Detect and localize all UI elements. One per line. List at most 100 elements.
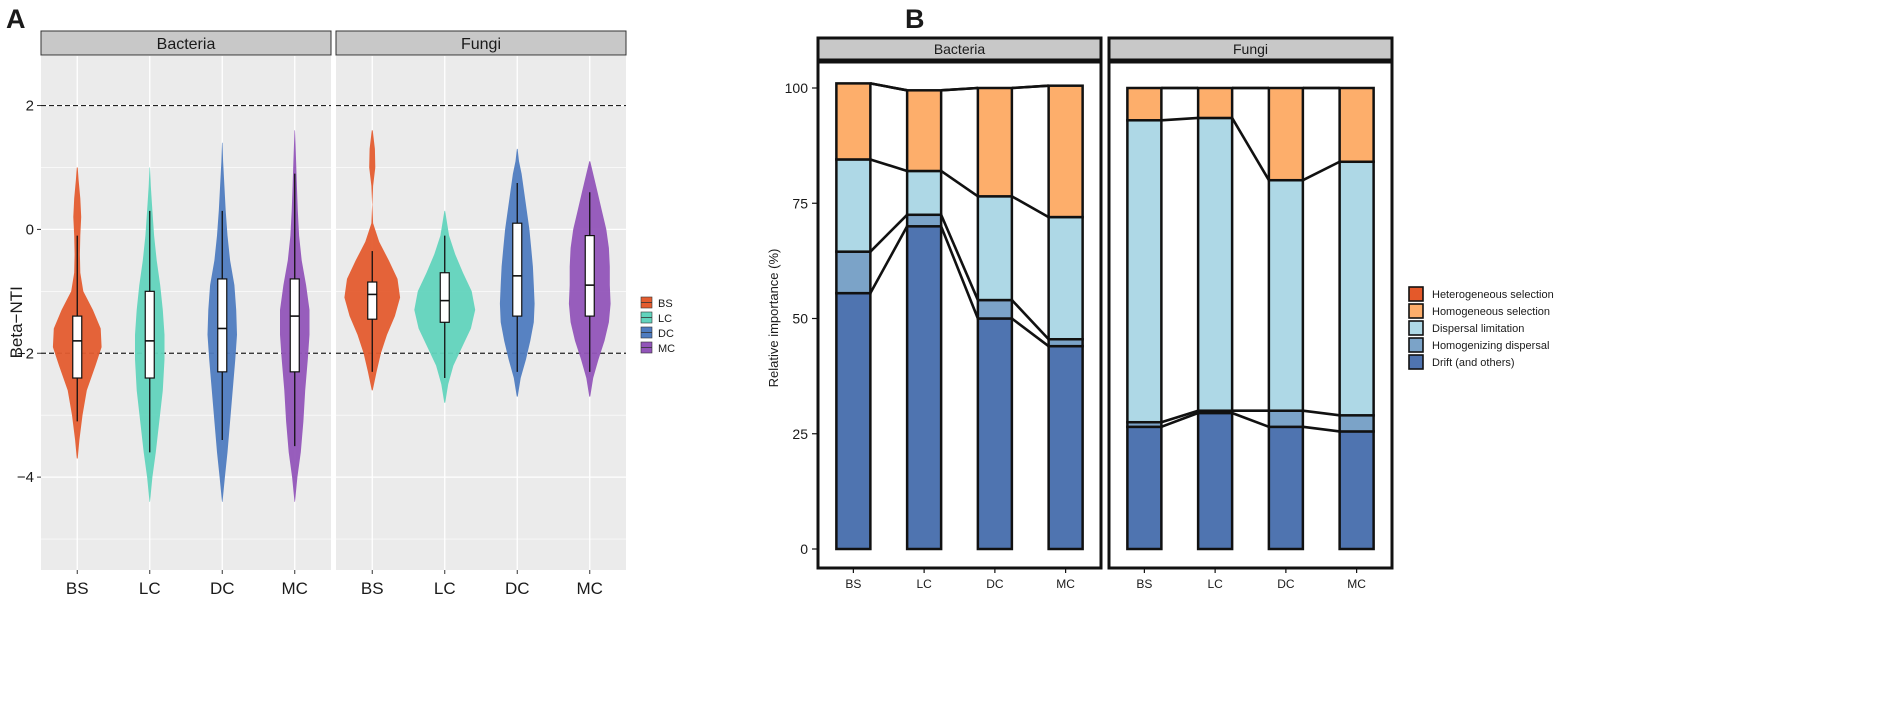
bar-segment-homogeneous-selection [1047, 84, 1084, 219]
bar-segment-drift-and-others [835, 291, 872, 551]
legend-swatch [1408, 320, 1424, 336]
legend-label: LC [658, 313, 672, 325]
facet-strip [816, 36, 1103, 62]
bar-segment-homogeneous-selection [1338, 86, 1375, 164]
x-tick-label: MC [1347, 577, 1366, 591]
flow-line [941, 86, 978, 92]
bar-segment-drift-and-others [1196, 411, 1234, 551]
y-axis-label: Beta−NTI [7, 286, 26, 358]
flow-line [1161, 116, 1199, 122]
bar-segment-dispersal-limitation [835, 158, 872, 253]
flow-line [1160, 409, 1199, 424]
legend-label: Heterogeneous selection [1432, 289, 1554, 301]
panel-label-b: B [905, 4, 925, 34]
x-tick-label: BS [845, 577, 861, 591]
facet-strip-label: Fungi [461, 36, 501, 53]
bar-segment-drift-and-others [1126, 425, 1163, 551]
bar-segment-drift-and-others [1047, 344, 1084, 551]
flow-line [869, 158, 908, 173]
x-tick-label: LC [916, 577, 932, 591]
panel-b-stacked-bar-chart: Bacteria BS LC DC MC Fungi BS LC DC MC 0 25 50 75 100 R… [766, 36, 1554, 591]
bar-segment-homogenizing-dispersal [1338, 414, 1375, 433]
x-tick-label: DC [505, 579, 530, 598]
facet-strip-label: Bacteria [157, 36, 216, 53]
facet-strip-label: Bacteria [934, 41, 986, 57]
y-tick-label: −4 [17, 469, 34, 486]
y-tick-label: 75 [792, 195, 808, 211]
panel-label-a: A [6, 4, 26, 34]
legend-label: Homogeneous selection [1432, 306, 1550, 318]
legend-swatch [1408, 303, 1424, 319]
x-tick-label: LC [434, 579, 456, 598]
legend-swatch [1408, 337, 1424, 353]
bar-segment-homogeneous-selection [1267, 86, 1305, 182]
flow-line [869, 225, 909, 294]
flow-line [1302, 160, 1341, 182]
legend-label: Dispersal limitation [1432, 323, 1524, 335]
bar-segment-dispersal-limitation [1126, 119, 1163, 424]
flow-line [1010, 299, 1050, 341]
x-tick-label: DC [210, 579, 235, 598]
legend-label: MC [658, 343, 675, 355]
x-tick-label: DC [1277, 577, 1295, 591]
bar-segment-homogenizing-dispersal [905, 213, 943, 228]
bar-segment-homogeneous-selection [835, 82, 872, 161]
flow-line [1011, 195, 1050, 219]
legend-label: DC [658, 328, 674, 340]
y-tick-label: 2 [26, 98, 34, 115]
bar-segment-homogeneous-selection [1196, 86, 1234, 120]
bar-segment-dispersal-limitation [976, 195, 1014, 302]
x-tick-label: BS [1136, 577, 1152, 591]
iqr-box [367, 281, 378, 320]
iqr-box [144, 290, 155, 379]
bar-segment-dispersal-limitation [905, 169, 943, 217]
x-tick-label: BS [66, 579, 89, 598]
x-tick-label: MC [282, 579, 308, 598]
bar-segment-drift-and-others [905, 225, 943, 551]
bar-segment-dispersal-limitation [1267, 178, 1305, 412]
y-axis-label: Relative importance (%) [766, 249, 781, 388]
legend-label: BS [658, 298, 673, 310]
y-tick-label: 0 [800, 541, 808, 557]
bar-segment-homogeneous-selection [1126, 86, 1163, 122]
facet-strip-label: Fungi [1233, 41, 1268, 57]
flow-line [1160, 411, 1199, 429]
flow-line [1011, 84, 1049, 90]
flow-line [870, 82, 908, 92]
legend-swatch [1408, 286, 1424, 302]
iqr-box [289, 278, 300, 373]
iqr-box [72, 315, 83, 379]
legend-label: Homogenizing dispersal [1432, 340, 1549, 352]
flow-line [940, 169, 979, 198]
y-tick-label: 25 [792, 426, 808, 442]
x-tick-label: LC [1207, 577, 1223, 591]
x-tick-label: MC [1056, 577, 1075, 591]
iqr-box [584, 234, 595, 317]
facet-strip [335, 30, 627, 56]
bar-segment-dispersal-limitation [1196, 116, 1234, 412]
bar-segment-drift-and-others [1267, 425, 1305, 551]
iqr-box [217, 278, 228, 373]
y-tick-label: 50 [792, 311, 808, 327]
flow-line [1231, 411, 1270, 429]
flow-line [1011, 317, 1050, 348]
flow-line [939, 214, 980, 301]
y-tick-label: 0 [26, 221, 34, 238]
flow-line [1231, 117, 1270, 181]
x-tick-label: MC [577, 579, 603, 598]
panel-a-violin-chart: Bacteria BS LC DC MC Fungi BS LC DC MC 2 0 −2 −4 Beta−… [7, 30, 675, 598]
x-tick-label: DC [986, 577, 1004, 591]
x-tick-label: LC [139, 579, 161, 598]
bar-segment-dispersal-limitation [1047, 215, 1084, 341]
legend-swatch [1408, 354, 1424, 370]
bar-segment-drift-and-others [976, 317, 1014, 551]
bar-segment-homogenizing-dispersal [976, 298, 1014, 320]
y-tick-label: 100 [785, 80, 809, 96]
flow-line [869, 213, 909, 253]
bar-segment-homogenizing-dispersal [835, 250, 872, 295]
bar-segment-dispersal-limitation [1338, 160, 1375, 417]
iqr-box [439, 272, 450, 323]
bar-segment-homogeneous-selection [905, 89, 943, 173]
flow-line [1302, 409, 1340, 417]
